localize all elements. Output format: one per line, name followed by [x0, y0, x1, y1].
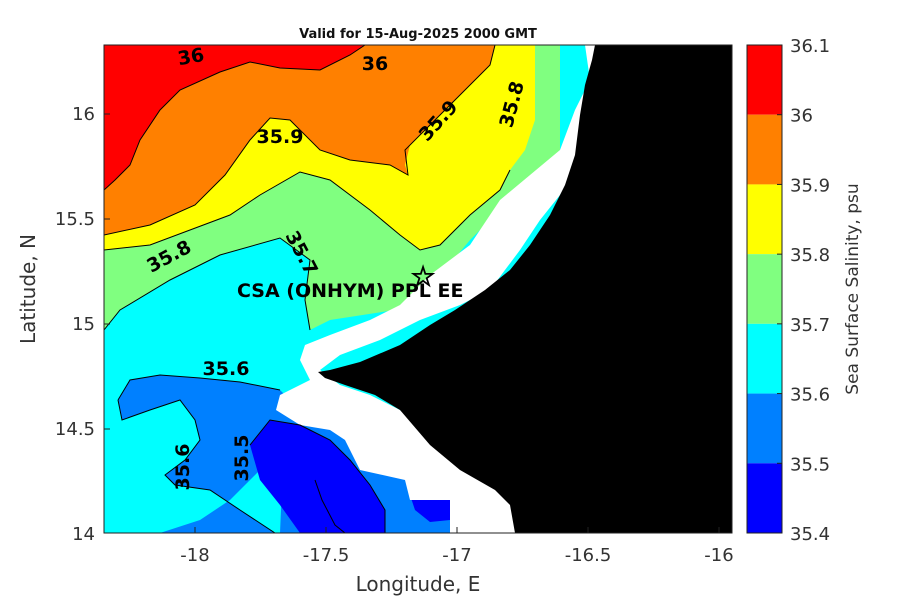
band-35.4-35.5	[250, 420, 450, 533]
star-icon: ☆	[410, 260, 435, 293]
colorbar-swatch	[747, 114, 782, 185]
x-tick-label: -18	[180, 545, 209, 566]
no-data-region	[276, 45, 605, 533]
colorbar-swatch	[747, 323, 782, 394]
colorbar-tick-label: 36	[790, 106, 813, 127]
y-axis-title: Latitude, N	[16, 234, 40, 344]
map-title: Valid for 15-Aug-2025 2000 GMT	[299, 27, 537, 42]
contour-label-36b: 36	[362, 53, 388, 75]
colorbar: 36.1 36 35.9 35.8 35.7 35.6 35.5 35.4 Sea Surfa…	[746, 36, 863, 545]
colorbar-title: Sea Surface Salinity, psu	[843, 183, 863, 394]
y-tick-label: 15	[72, 314, 95, 335]
colorbar-tick-label: 35.9	[790, 175, 830, 196]
y-tick-label: 16	[72, 104, 95, 125]
colorbar-swatch	[747, 184, 782, 255]
band-36-36.1	[104, 45, 365, 190]
colorbar-tick-label: 36.1	[790, 36, 830, 57]
contour-label-35.5: 35.5	[231, 435, 253, 482]
colorbar-tick-label: 35.4	[790, 524, 830, 545]
colorbar-frame	[746, 44, 783, 534]
x-tick-label: -16	[704, 545, 733, 566]
x-axis-title: Longitude, E	[356, 572, 481, 596]
colorbar-swatch	[747, 393, 782, 464]
colorbar-tick-label: 35.8	[790, 245, 830, 266]
contour-label-36a: 36	[176, 44, 206, 70]
x-tick-label: -17.5	[303, 545, 350, 566]
colorbar-swatch	[747, 463, 782, 533]
contour-label-35.9a: 35.9	[257, 126, 304, 148]
map-frame	[103, 44, 733, 534]
colorbar-swatch	[747, 45, 782, 115]
land-mass	[318, 45, 732, 533]
colorbar-swatch	[747, 254, 782, 324]
contour-label-35.6b: 35.6	[172, 444, 194, 491]
x-tick-label: -16.5	[565, 545, 612, 566]
colorbar-tick-label: 35.7	[790, 315, 830, 336]
x-tick-label: -17	[442, 545, 471, 566]
colorbar-tick-label: 35.6	[790, 385, 830, 406]
colorbar-tick-label: 35.5	[790, 454, 830, 475]
y-tick-label: 15.5	[55, 209, 95, 230]
y-tick-label: 14.5	[55, 419, 95, 440]
x-axis: -18 -17.5 -17 -16.5 -16 Longitude, E	[180, 527, 734, 596]
contour-lines	[104, 45, 511, 533]
y-axis: 16 15.5 15 14.5 14 Latitude, N	[16, 104, 110, 545]
band-35.9-36	[104, 45, 495, 235]
y-tick-label: 14	[72, 524, 95, 545]
site-label: CSA (ONHYM) PPL EE	[237, 280, 463, 302]
contour-label-35.6a: 35.6	[203, 358, 250, 380]
map-area: 36 36 35.9 35.9 35.8 35.8 35.7 35.6 35.6…	[103, 44, 733, 534]
